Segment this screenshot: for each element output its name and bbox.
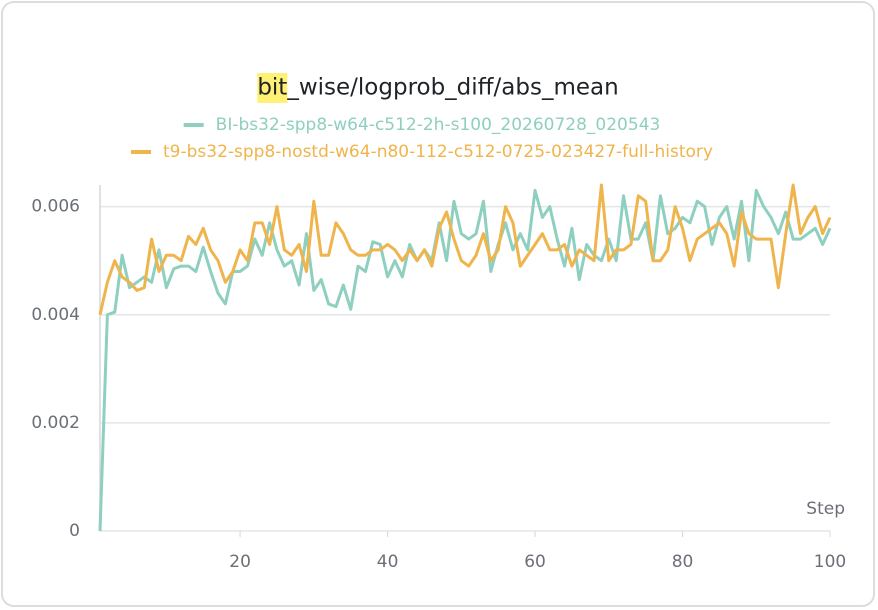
x-axis-label: Step [806,499,845,519]
y-tick-label: 0 [69,521,80,541]
title-highlight [257,73,288,103]
x-tick-label: 100 [814,552,846,572]
y-tick-label: 0.004 [31,305,80,325]
series-line [98,183,832,316]
y-tick-label: 0.006 [31,197,80,217]
legend-label: t9-bs32-spp8-nostd-w64-n80-112-c512-0725… [163,142,713,162]
legend-label: BI-bs32-spp8-w64-c512-2h-s100_20260728_0… [216,115,661,135]
x-tick-label: 40 [377,552,399,572]
x-tick-label: 20 [229,552,251,572]
x-tick-label: 60 [524,552,546,572]
series-line [98,188,832,532]
x-tick-label: 80 [672,552,694,572]
y-tick-label: 0.002 [31,413,80,433]
chart-title: bit_wise/logprob_diff/abs_mean [257,75,618,101]
